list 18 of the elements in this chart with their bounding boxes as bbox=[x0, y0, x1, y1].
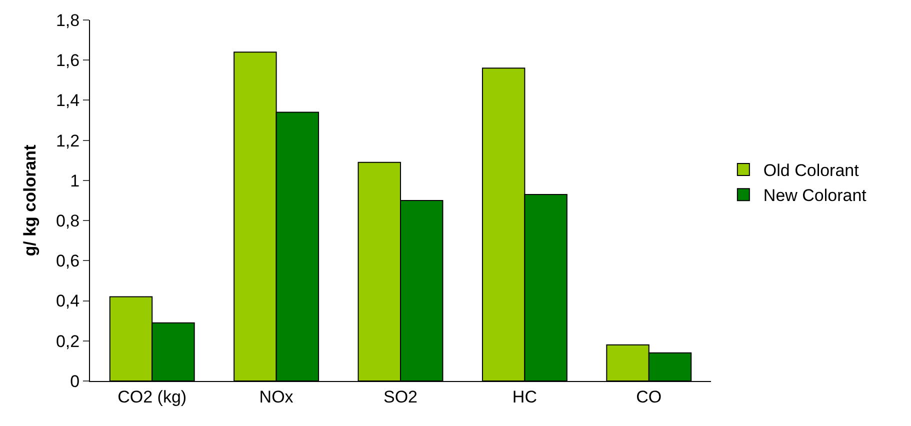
x-tick-label: NOx bbox=[259, 387, 294, 406]
y-tick-label: 1,8 bbox=[56, 10, 80, 30]
y-tick-label: 1,4 bbox=[56, 91, 80, 110]
x-tick-label: CO2 (kg) bbox=[118, 387, 187, 406]
y-tick-label: 1,6 bbox=[56, 51, 80, 70]
legend-label: Old Colorant bbox=[763, 161, 860, 180]
y-tick-label: 0,6 bbox=[56, 252, 80, 271]
y-tick-label: 0,8 bbox=[56, 212, 80, 231]
y-tick-label: 0,2 bbox=[56, 332, 80, 351]
x-tick-label: SO2 bbox=[383, 387, 418, 406]
x-tick-label: HC bbox=[512, 387, 537, 406]
y-tick-label: 1,2 bbox=[56, 131, 80, 150]
y-tick-label: 1 bbox=[70, 171, 80, 190]
legend-label: New Colorant bbox=[763, 186, 867, 206]
y-tick-label: 0,4 bbox=[56, 292, 80, 311]
y-tick-label: 0 bbox=[70, 372, 80, 391]
y-axis-title: g/ kg colorant bbox=[20, 144, 40, 256]
x-tick-label: CO bbox=[636, 387, 662, 406]
